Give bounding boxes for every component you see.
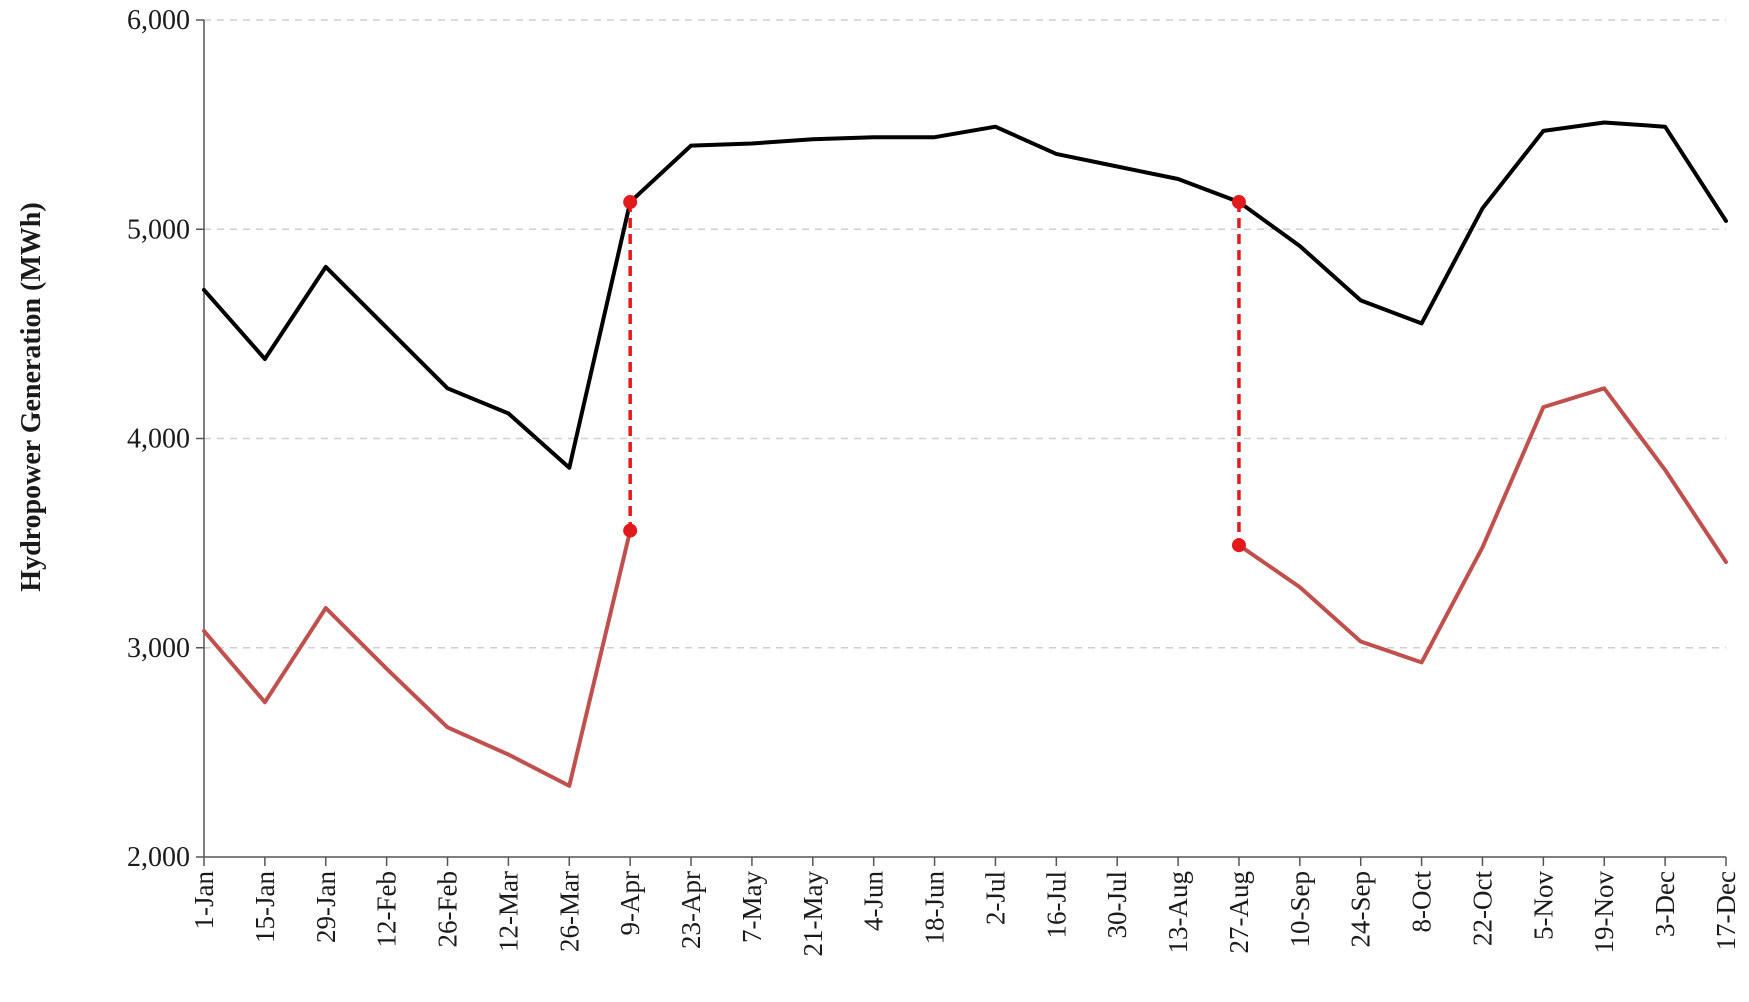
x-tick-label: 16-Jul [1041,871,1071,939]
y-axis-title: Hydropower Generation (MWh) [16,202,47,591]
x-tick-label: 23-Apr [676,871,706,949]
y-tick-label: 6,000 [127,5,190,36]
x-tick-label: 5-Nov [1528,871,1558,940]
annotation-marker [623,523,638,538]
x-tick-label: 15-Jan [250,871,280,943]
x-tick-label: 7-May [737,871,767,943]
x-tick-label: 30-Jul [1102,871,1132,939]
x-tick-label: 19-Nov [1589,871,1619,954]
x-tick-label: 27-Aug [1224,871,1254,954]
series-line-2 [202,386,1728,788]
annotation-marker [1231,538,1246,553]
y-tick-label: 5,000 [127,214,190,245]
tick-labels: 2,000 3,000 4,000 5,000 6,000 1-Jan 15-Jan 29-J… [127,5,1741,956]
x-tick-label: 4-Jun [859,871,889,931]
x-tick-label: 22-Oct [1467,871,1497,946]
x-tick-label: 12-Mar [493,871,523,952]
x-tick-label: 13-Aug [1163,871,1193,954]
x-tick-label: 26-Feb [433,871,463,948]
annotations [623,195,1246,553]
series-lines [202,120,1728,788]
annotation-marker [1231,195,1246,210]
x-tick-label: 24-Sep [1346,871,1376,948]
y-tick-label: 3,000 [127,633,190,664]
y-tick-label: 2,000 [127,842,190,873]
axes [196,19,1727,866]
x-tick-label: 2-Jul [980,871,1010,925]
x-tick-label: 8-Oct [1407,871,1437,933]
x-tick-label: 9-Apr [615,871,645,935]
x-tick-label: 29-Jan [311,871,341,943]
x-tick-label: 26-Mar [554,871,584,952]
x-tick-label: 12-Feb [372,871,402,948]
gridlines [204,19,1726,649]
series-line-1 [202,120,1728,470]
x-tick-label: 1-Jan [189,871,219,930]
annotation-marker [623,195,638,210]
x-tick-label: 18-Jun [920,871,950,945]
x-tick-label: 3-Dec [1650,871,1680,937]
x-tick-label: 21-May [798,871,828,957]
x-tick-label: 17-Dec [1711,871,1741,950]
x-tick-label: 10-Sep [1285,871,1315,948]
y-tick-label: 4,000 [127,424,190,455]
